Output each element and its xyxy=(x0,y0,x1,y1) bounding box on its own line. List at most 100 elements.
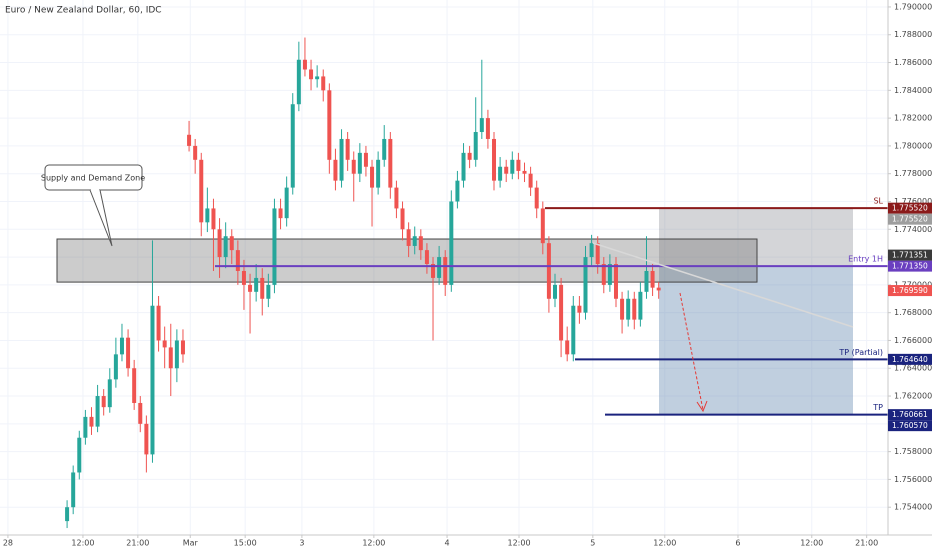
candle-body xyxy=(223,236,228,258)
candle-body xyxy=(656,287,661,291)
candle-body xyxy=(174,340,179,369)
candle-body xyxy=(504,166,509,174)
candle-body xyxy=(534,187,539,209)
y-tick-label: 1.768000 xyxy=(894,308,932,317)
candle-body xyxy=(187,134,192,146)
price-tag xyxy=(888,260,932,272)
x-tick-label: 12:00 xyxy=(653,539,676,548)
x-tick-label: 3 xyxy=(299,539,304,548)
price-tag xyxy=(888,420,932,432)
candle-body xyxy=(589,243,594,258)
x-tick-label: 4 xyxy=(445,539,450,548)
drawings xyxy=(56,208,853,415)
y-tick-label: 1.774000 xyxy=(894,225,932,234)
arrow-head xyxy=(696,400,708,413)
candle-body xyxy=(132,368,137,403)
candle-body xyxy=(229,236,234,251)
y-tick-label: 1.784000 xyxy=(894,86,932,95)
candle-body xyxy=(565,340,570,355)
candle-body xyxy=(89,416,94,427)
candle-body xyxy=(522,170,527,174)
candle-body xyxy=(437,257,442,278)
candle-body xyxy=(644,270,649,292)
y-tick-label: 1.770000 xyxy=(894,280,932,289)
candle-body xyxy=(77,437,82,473)
callout-pointer xyxy=(89,189,113,247)
candle-body xyxy=(162,340,167,348)
candle-body xyxy=(309,69,314,80)
candle-body xyxy=(577,305,582,313)
candle-body xyxy=(339,138,344,181)
candle-body xyxy=(449,201,454,285)
price-tag-label: 1.775520 xyxy=(892,204,928,213)
price-tag xyxy=(888,202,932,214)
y-tick-label: 1.764000 xyxy=(894,364,932,373)
candle-body xyxy=(333,159,338,181)
x-tick-label: 12:00 xyxy=(362,539,385,548)
candle-body xyxy=(321,76,326,91)
y-tick-label: 1.776000 xyxy=(894,197,932,206)
price-tag-label: 1.760570 xyxy=(892,421,928,430)
candle-body xyxy=(559,284,564,341)
trend-line xyxy=(592,242,854,328)
candle-body xyxy=(119,337,124,355)
level-name: TP (Partial) xyxy=(838,348,883,357)
y-tick-label: 1.786000 xyxy=(894,58,932,67)
candle-body xyxy=(101,396,106,408)
candle-body xyxy=(284,187,289,219)
candle-body xyxy=(376,159,381,188)
candle-body xyxy=(71,472,76,508)
candle-body xyxy=(241,270,246,285)
candle-body xyxy=(345,138,350,160)
candle-body xyxy=(193,145,198,160)
candle-body xyxy=(626,298,631,320)
y-tick-label: 1.788000 xyxy=(894,30,932,39)
candle-body xyxy=(296,59,301,105)
candle-body xyxy=(156,305,161,341)
candle-body xyxy=(632,298,637,320)
candle-body xyxy=(406,229,411,246)
candle-body xyxy=(498,166,503,181)
x-tick-label: 21:00 xyxy=(855,539,878,548)
candle-body xyxy=(443,257,448,285)
price-tag-label: 1.771350 xyxy=(892,262,928,271)
candle-body xyxy=(455,180,460,202)
candle-body xyxy=(510,159,515,174)
x-tick-label: Mar xyxy=(183,539,199,548)
y-tick-label: 1.778000 xyxy=(894,169,932,178)
x-tick-label: 21:00 xyxy=(126,539,149,548)
candles xyxy=(65,37,661,529)
x-tick-label: 28 xyxy=(3,539,13,548)
candle-body xyxy=(492,138,497,181)
candle-body xyxy=(266,284,271,299)
x-tick-label: 6 xyxy=(735,539,740,548)
chart-title: Euro / New Zealand Dollar, 60, IDC xyxy=(5,6,162,16)
price-tag-label: 1.764640 xyxy=(892,355,928,364)
y-tick-label: 1.780000 xyxy=(894,141,932,150)
level-name: SL xyxy=(873,197,883,206)
candle-body xyxy=(485,118,490,139)
candle-body xyxy=(65,507,70,522)
candle-body xyxy=(180,340,185,355)
candle-body xyxy=(107,379,112,408)
candle-body xyxy=(461,152,466,181)
candle-body xyxy=(144,423,149,455)
y-tick-label: 1.754000 xyxy=(894,503,932,512)
candle-body xyxy=(113,354,118,380)
candle-body xyxy=(467,152,472,160)
candle-body xyxy=(601,264,606,285)
candle-body xyxy=(205,208,210,223)
candle-body xyxy=(388,138,393,188)
x-tick-label: 12:00 xyxy=(507,539,530,548)
price-tag xyxy=(888,249,932,261)
zone-label: Supply and Demand Zone xyxy=(41,174,145,183)
candle-body xyxy=(211,208,216,230)
level-name: TP xyxy=(872,403,883,412)
target-area xyxy=(659,266,853,415)
candle-body xyxy=(351,159,356,174)
candle-body xyxy=(516,159,521,171)
price-tag xyxy=(888,213,932,225)
y-tick-label: 1.790000 xyxy=(894,2,932,11)
level-name: Entry 1H xyxy=(848,255,883,264)
